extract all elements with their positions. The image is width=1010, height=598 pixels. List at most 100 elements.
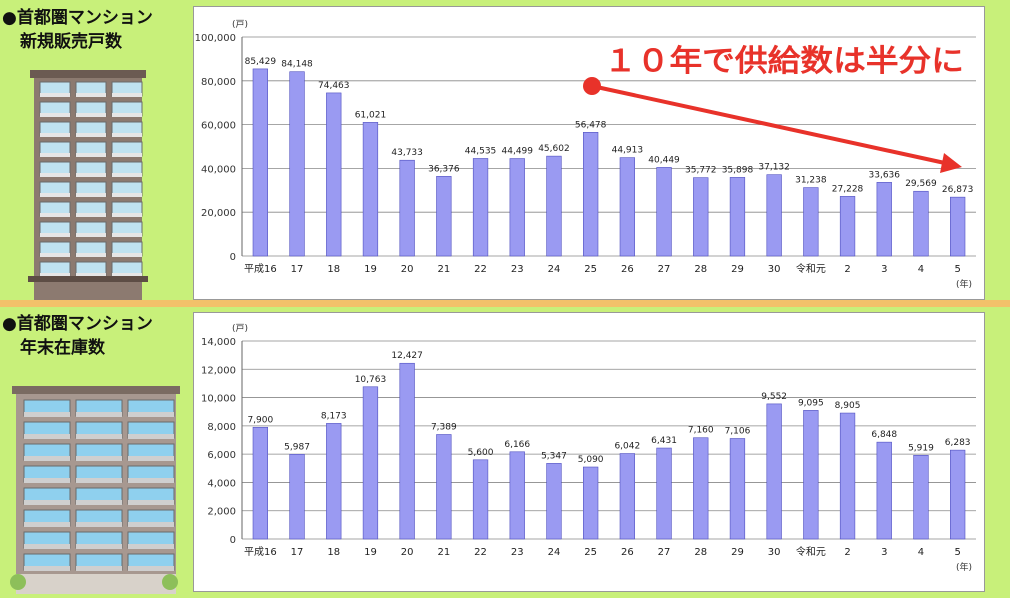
- y-tick-label: 20,000: [201, 208, 236, 219]
- x-tick-label: 23: [511, 264, 524, 275]
- x-unit-label: (年): [956, 561, 972, 573]
- data-label: 7,389: [431, 422, 457, 432]
- y-tick-label: 0: [230, 252, 236, 263]
- y-tick-label: 60,000: [201, 121, 236, 132]
- bar: [399, 159, 415, 257]
- y-tick-label: 0: [230, 535, 236, 546]
- bar: [876, 182, 892, 257]
- balcony: [40, 113, 70, 117]
- x-tick-label: 20: [401, 547, 414, 558]
- balcony: [128, 566, 174, 571]
- x-tick-label: 28: [694, 264, 707, 275]
- data-label: 37,132: [758, 163, 790, 173]
- y-tick-label: 4,000: [207, 478, 236, 489]
- x-tick-label: 22: [474, 264, 487, 275]
- data-label: 6,042: [614, 442, 640, 452]
- bar: [839, 412, 856, 540]
- balcony: [112, 173, 142, 177]
- balcony: [24, 566, 70, 571]
- trend-arrow-dot: [583, 77, 601, 95]
- balcony: [128, 456, 174, 461]
- bar: [509, 451, 525, 540]
- balcony: [128, 500, 174, 505]
- trend-arrow-head: [940, 153, 962, 173]
- section-title-line2: 新規販売戸数: [20, 32, 122, 52]
- y-tick-label: 14,000: [201, 337, 236, 348]
- data-label: 27,228: [832, 184, 864, 194]
- x-tick-label: 27: [658, 547, 671, 558]
- balcony: [112, 153, 142, 157]
- balcony: [112, 273, 142, 277]
- bar: [326, 423, 342, 540]
- y-tick-label: 8,000: [207, 422, 236, 433]
- balcony: [76, 478, 122, 483]
- balcony: [24, 544, 70, 549]
- y-tick-label: 2,000: [207, 507, 236, 518]
- bar: [950, 449, 966, 540]
- data-label: 12,427: [391, 351, 423, 361]
- balcony: [40, 273, 70, 277]
- data-label: 6,848: [871, 430, 897, 440]
- new-sales-bar-chart: (戸) 0 20,000 40,000 60,000 80,000 100,000 85,42…: [195, 19, 976, 290]
- balcony: [40, 213, 70, 217]
- data-label: 6,166: [504, 440, 530, 450]
- balcony: [24, 412, 70, 417]
- data-label: 9,095: [798, 398, 824, 408]
- data-label: 5,090: [578, 455, 604, 465]
- section-title-inventory: ●首都圏マンション 年末在庫数: [2, 312, 153, 360]
- balcony: [40, 133, 70, 137]
- balcony: [76, 566, 122, 571]
- balcony: [40, 233, 70, 237]
- x-tick-label: 5: [954, 547, 960, 558]
- balcony: [76, 522, 122, 527]
- data-label: 26,873: [942, 185, 974, 195]
- bar: [472, 158, 489, 257]
- balcony: [112, 193, 142, 197]
- x-tick-label: 5: [954, 264, 960, 275]
- y-tick-label: 12,000: [201, 365, 236, 376]
- balcony: [40, 193, 70, 197]
- y-unit-label: (戸): [232, 19, 248, 30]
- x-tick-label: 23: [511, 547, 524, 558]
- section-divider: [0, 300, 1010, 307]
- balcony: [112, 253, 142, 257]
- data-label: 44,535: [465, 146, 497, 156]
- chart-panel-new-sales: (戸) 0 20,000 40,000 60,000 80,000 100,000 85,42…: [193, 6, 985, 300]
- apartment-building-icon: [8, 66, 168, 304]
- data-label: 7,106: [725, 427, 751, 437]
- data-label: 8,173: [321, 411, 347, 421]
- balcony: [40, 93, 70, 97]
- inventory-bar-chart: (戸) 0 2,000 4,000 6,000 8,000 10,000 12,000 14,0…: [201, 323, 976, 573]
- bar: [362, 122, 379, 257]
- balcony: [112, 113, 142, 117]
- data-label: 44,499: [502, 147, 534, 157]
- x-tick-label: 2: [844, 264, 850, 275]
- bar: [839, 196, 856, 257]
- bar: [913, 190, 929, 257]
- balcony: [112, 93, 142, 97]
- section-title-line2: 年末在庫数: [20, 338, 105, 358]
- chart-panel-inventory: (戸) 0 2,000 4,000 6,000 8,000 10,000 12,000 14,0…: [193, 312, 985, 592]
- balcony: [76, 93, 106, 97]
- balcony: [76, 173, 106, 177]
- data-label: 5,347: [541, 451, 567, 461]
- data-label: 74,463: [318, 81, 350, 91]
- bar: [913, 454, 929, 540]
- x-tick-label: 3: [881, 547, 887, 558]
- bar: [252, 426, 268, 540]
- x-tick-label: 25: [584, 547, 597, 558]
- data-label: 10,763: [355, 375, 387, 385]
- section-title-line1: ●首都圏マンション: [2, 8, 153, 28]
- balcony: [76, 213, 106, 217]
- data-label: 84,148: [281, 60, 313, 70]
- x-tick-label: 17: [291, 264, 304, 275]
- bar: [252, 68, 268, 257]
- data-label: 56,478: [575, 120, 607, 130]
- balcony: [128, 522, 174, 527]
- x-tick-label: 令和元: [796, 545, 826, 558]
- data-label: 8,905: [835, 401, 861, 411]
- data-label: 5,987: [284, 442, 310, 452]
- apartment-building-icon: [4, 382, 188, 598]
- balcony: [76, 233, 106, 237]
- x-tick-label: 30: [768, 264, 781, 275]
